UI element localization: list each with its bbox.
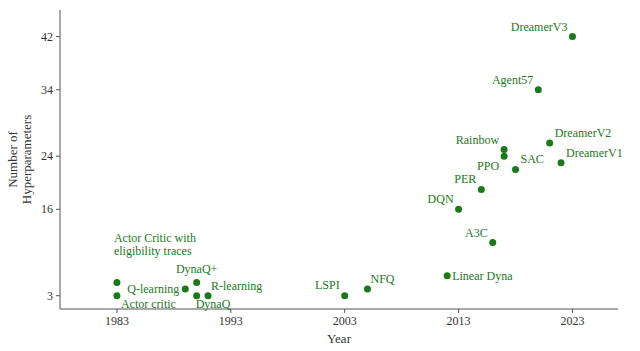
annotation-line: Q-learning [127,282,179,296]
x-tick [572,309,573,313]
chart: 1983 1993 2003 2013 2023 3 16 24 34 42 Year Number … [0,0,640,351]
point [113,279,120,286]
annotation: R-learning [211,279,262,293]
annotation: DynaQ+ [176,262,218,276]
y-tick-label: 16 [41,202,53,216]
x-tick [116,309,117,313]
point [478,186,485,193]
annotation: LSPI [315,278,340,292]
annotation-line: DreamerV3 [511,20,568,34]
x-tick [458,309,459,313]
point [535,86,542,93]
annotation: DreamerV3 [511,20,568,34]
y-tick-label: 34 [41,83,53,97]
x-tick [230,309,231,313]
point [546,139,553,146]
point [182,286,189,293]
y-axis-label-line: Hyperparameters [19,115,34,205]
y-tick-label: 24 [41,149,53,163]
annotation: Linear Dyna [452,269,513,283]
y-tick [56,89,60,90]
point [193,279,200,286]
annotation-line: NFQ [370,272,394,286]
y-axis-label-line: Number of [5,130,20,187]
annotation-line: R-learning [211,279,262,293]
annotation: SAC [521,152,544,166]
points [113,33,576,299]
point [341,292,348,299]
annotation: Actor Critic witheligibility traces [114,231,196,258]
point [489,239,496,246]
x-tick-label: 2003 [333,314,357,328]
point [444,272,451,279]
point [558,159,565,166]
annotation: DreamerV2 [555,126,612,140]
x-tick-label: 2023 [560,314,584,328]
annotation: NFQ [370,272,394,286]
annotation-line: DynaQ [196,297,231,311]
annotation-line: DynaQ+ [176,262,218,276]
annotation: Agent57 [492,73,533,87]
annotation-line: PER [454,172,476,186]
point [364,286,371,293]
point [113,292,120,299]
x-tick-label: 1983 [105,314,129,328]
annotation-line: DQN [428,192,454,206]
point [569,33,576,40]
y-tick-label: 42 [41,30,53,44]
y-tick-label: 3 [47,289,53,303]
annotation: PER [454,172,476,186]
x-tick [344,309,345,313]
annotation-line: Actor Critic with [114,231,196,245]
annotation-line: Agent57 [492,73,533,87]
annotation-line: Actor critic [121,297,176,311]
point [512,166,519,173]
annotation: DQN [428,192,454,206]
annotation-line: Linear Dyna [452,269,513,283]
annotation: PPO [477,159,499,173]
y-tick [56,295,60,296]
annotation-line: A3C [465,226,488,240]
point [501,146,508,153]
y-tick [56,209,60,210]
annotation: Q-learning [127,282,179,296]
annotations: Actor Critic witheligibility tracesActor… [114,20,623,311]
annotation-line: DreamerV2 [555,126,612,140]
y-tick [56,36,60,37]
y-tick [56,156,60,157]
annotation: Actor critic [121,297,176,311]
point [455,206,462,213]
annotation-line: Rainbow [456,133,500,147]
annotation-line: LSPI [315,278,340,292]
point [501,153,508,160]
annotation: DynaQ [196,297,231,311]
annotation-line: eligibility traces [114,244,192,258]
annotation-line: DreamerV1 [566,146,623,160]
annotation-line: SAC [521,152,544,166]
annotation-line: PPO [477,159,499,173]
y-axis-label: Number ofHyperparameters [5,115,34,205]
annotation: DreamerV1 [566,146,623,160]
x-axis-label: Year [327,331,352,346]
annotation: A3C [465,226,488,240]
annotation: Rainbow [456,133,500,147]
x-tick-label: 2013 [447,314,471,328]
y-axis [60,10,61,309]
x-tick-label: 1993 [219,314,243,328]
